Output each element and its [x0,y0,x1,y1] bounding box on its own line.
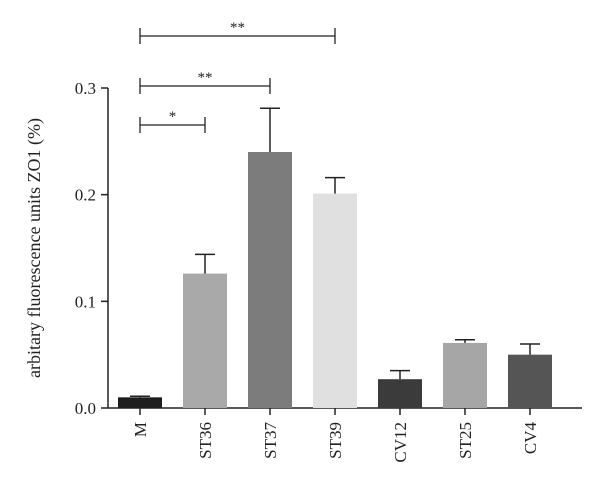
bar [248,152,292,408]
significance-label: ** [198,70,213,86]
bar [378,379,422,408]
bar [443,342,487,408]
x-axis: M ST36 ST37 ST39 CV12 ST25 CV4 [108,407,582,463]
y-tick-label: 0.0 [75,399,96,418]
y-axis-label: arbitary fluorescence units ZO1 (%) [24,118,45,378]
y-tick-label: 0.2 [75,186,96,205]
bar [313,193,357,408]
x-tick-label: M [131,422,150,437]
bar [118,397,162,408]
y-axis: 0.0 0.1 0.2 0.3 [75,79,109,418]
significance-brackets: ***** [139,20,336,133]
bar [508,354,552,408]
significance-label: * [169,109,177,125]
error-bars [130,107,540,398]
x-tick-label: ST39 [326,422,345,459]
x-tick-label: CV12 [391,422,410,463]
bars [118,152,552,408]
x-tick-label: ST25 [456,422,475,459]
x-tick-label: ST37 [261,422,280,459]
y-tick-label: 0.1 [75,292,96,311]
significance-label: ** [230,20,245,36]
bar [183,273,227,408]
x-tick-label: ST36 [196,422,215,459]
y-tick-label: 0.3 [75,79,96,98]
x-tick-label: CV4 [521,422,540,455]
